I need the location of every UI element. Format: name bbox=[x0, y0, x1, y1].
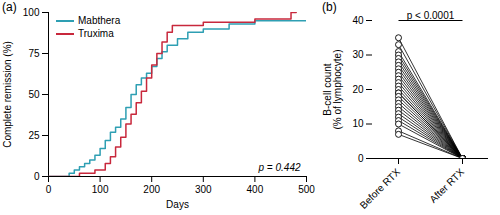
svg-text:Complete remission (%): Complete remission (%) bbox=[2, 41, 13, 148]
svg-text:50: 50 bbox=[28, 89, 40, 100]
svg-text:0: 0 bbox=[358, 153, 364, 164]
svg-text:10: 10 bbox=[352, 118, 364, 129]
svg-text:Before RTX: Before RTX bbox=[358, 166, 403, 210]
svg-text:200: 200 bbox=[143, 184, 160, 195]
svg-text:0: 0 bbox=[34, 171, 40, 182]
svg-text:25: 25 bbox=[28, 130, 40, 141]
html-text:Mabthera: Mabthera bbox=[78, 15, 121, 26]
svg-text:After RTX: After RTX bbox=[427, 166, 466, 205]
svg-text:400: 400 bbox=[247, 184, 264, 195]
svg-text:0: 0 bbox=[46, 184, 52, 195]
html-text:(b): (b) bbox=[322, 0, 337, 14]
html-text:Truxima: Truxima bbox=[78, 28, 114, 39]
svg-text:40: 40 bbox=[352, 15, 364, 26]
svg-text:p = 0.442: p = 0.442 bbox=[258, 162, 301, 173]
svg-text:B-cell count(% of lymphocyte): B-cell count(% of lymphocyte) bbox=[322, 49, 343, 129]
svg-text:Days: Days bbox=[166, 199, 189, 210]
svg-text:100: 100 bbox=[92, 184, 109, 195]
svg-text:30: 30 bbox=[352, 49, 364, 60]
svg-text:20: 20 bbox=[352, 84, 364, 95]
svg-text:300: 300 bbox=[195, 184, 212, 195]
svg-text:500: 500 bbox=[298, 184, 315, 195]
html-text:(a): (a) bbox=[2, 0, 17, 14]
svg-text:100: 100 bbox=[23, 7, 40, 18]
svg-text:75: 75 bbox=[28, 48, 40, 59]
svg-text:p < 0.0001: p < 0.0001 bbox=[407, 10, 455, 21]
